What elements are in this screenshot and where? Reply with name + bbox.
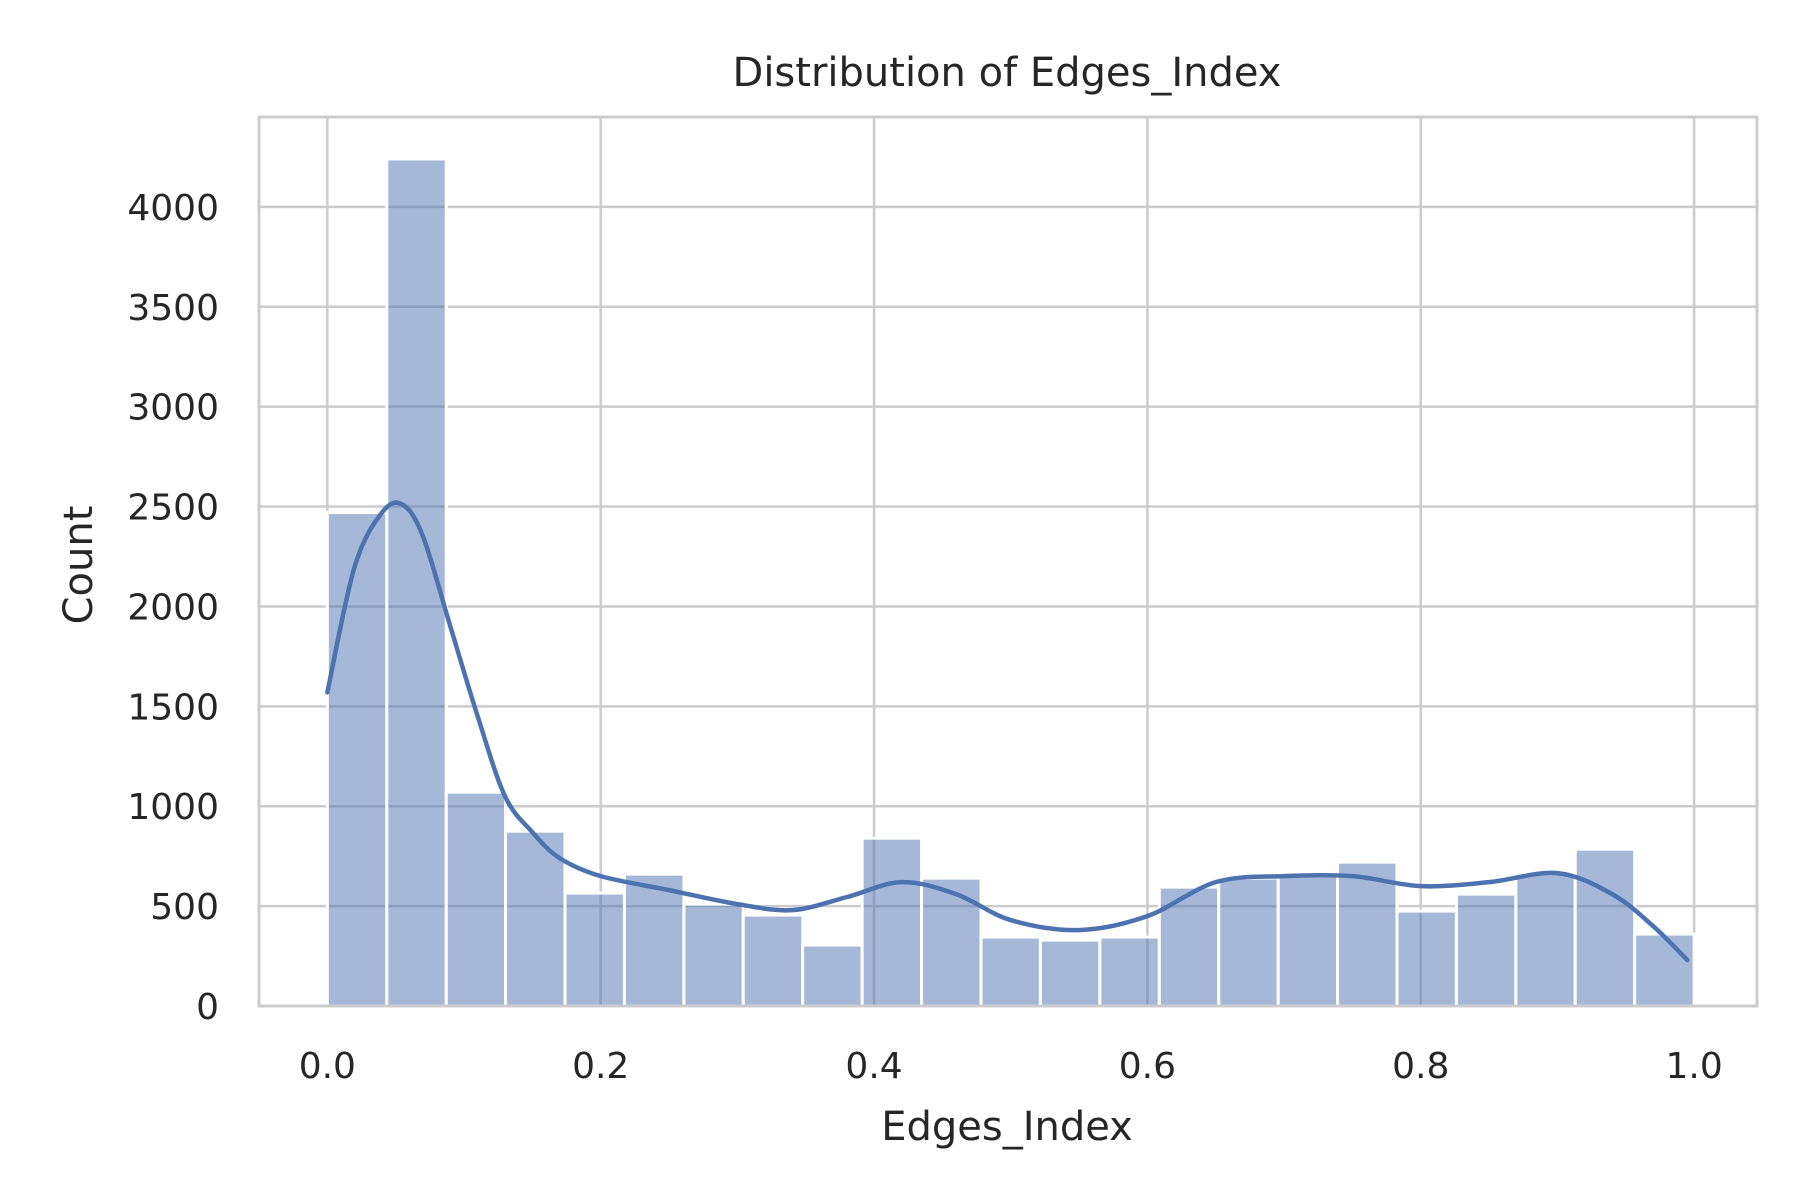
x-tick-label: 0.2 <box>572 1046 629 1087</box>
x-tick-labels: 0.0 0.2 0.4 0.6 0.8 1.0 <box>299 1046 1723 1087</box>
histogram-bar <box>325 511 389 1008</box>
kde-line <box>325 500 1690 963</box>
histogram-bar <box>801 943 864 1008</box>
y-tick-label: 500 <box>150 887 219 928</box>
histogram-bar <box>563 891 626 1008</box>
histogram-bar <box>1454 892 1518 1008</box>
histogram-bar <box>622 872 686 1008</box>
plot-frame <box>257 115 1759 1008</box>
y-tick-labels: 0 500 1000 1500 2000 2500 3000 3500 4000 <box>127 188 219 1028</box>
y-tick-label: 3000 <box>127 388 219 429</box>
histogram-bar <box>741 913 805 1008</box>
histogram-bar <box>1573 847 1637 1008</box>
histogram-bar <box>1098 935 1161 1008</box>
y-tick-label: 3500 <box>127 288 219 329</box>
histogram-bar <box>682 902 745 1008</box>
y-tick-label: 0 <box>196 987 219 1028</box>
histogram-bar <box>504 829 567 1008</box>
x-tick-label: 1.0 <box>1665 1046 1722 1087</box>
y-tick-label: 4000 <box>127 188 219 229</box>
histogram-bar <box>979 935 1042 1008</box>
histogram-bar <box>1633 932 1696 1008</box>
x-tick-label: 0.4 <box>845 1046 902 1087</box>
histogram-bar <box>1276 874 1340 1008</box>
kde-curve-layer <box>325 500 1690 963</box>
histogram-bar <box>1038 938 1102 1008</box>
y-axis-label: Count <box>56 506 102 625</box>
x-tick-label: 0.6 <box>1119 1046 1176 1087</box>
y-tick-label: 2000 <box>127 587 219 628</box>
y-tick-label: 2500 <box>127 488 219 529</box>
histogram-bar <box>1395 909 1458 1008</box>
x-axis-label: Edges_Index <box>881 1104 1133 1150</box>
y-tick-label: 1000 <box>127 787 219 828</box>
histogram-bar <box>860 836 924 1008</box>
grid-lines <box>259 117 1757 1008</box>
histogram-bar <box>444 790 508 1008</box>
x-tick-label: 0.8 <box>1392 1046 1449 1087</box>
y-tick-label: 1500 <box>127 687 219 728</box>
chart-title: Distribution of Edges_Index <box>733 50 1282 96</box>
histogram-bar <box>920 876 983 1008</box>
histogram-bar <box>1217 876 1280 1008</box>
histogram-bar <box>1336 860 1399 1008</box>
x-tick-label: 0.0 <box>299 1046 356 1087</box>
histogram-bar <box>1514 871 1577 1008</box>
